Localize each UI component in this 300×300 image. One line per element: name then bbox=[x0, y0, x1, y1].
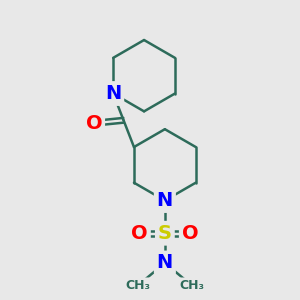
Text: O: O bbox=[85, 114, 102, 133]
Text: S: S bbox=[158, 224, 172, 243]
Text: N: N bbox=[157, 191, 173, 210]
Text: N: N bbox=[157, 254, 173, 272]
Text: O: O bbox=[182, 224, 198, 243]
Text: N: N bbox=[105, 84, 121, 103]
Text: O: O bbox=[131, 224, 148, 243]
Text: CH₃: CH₃ bbox=[126, 279, 151, 292]
Text: CH₃: CH₃ bbox=[179, 279, 204, 292]
